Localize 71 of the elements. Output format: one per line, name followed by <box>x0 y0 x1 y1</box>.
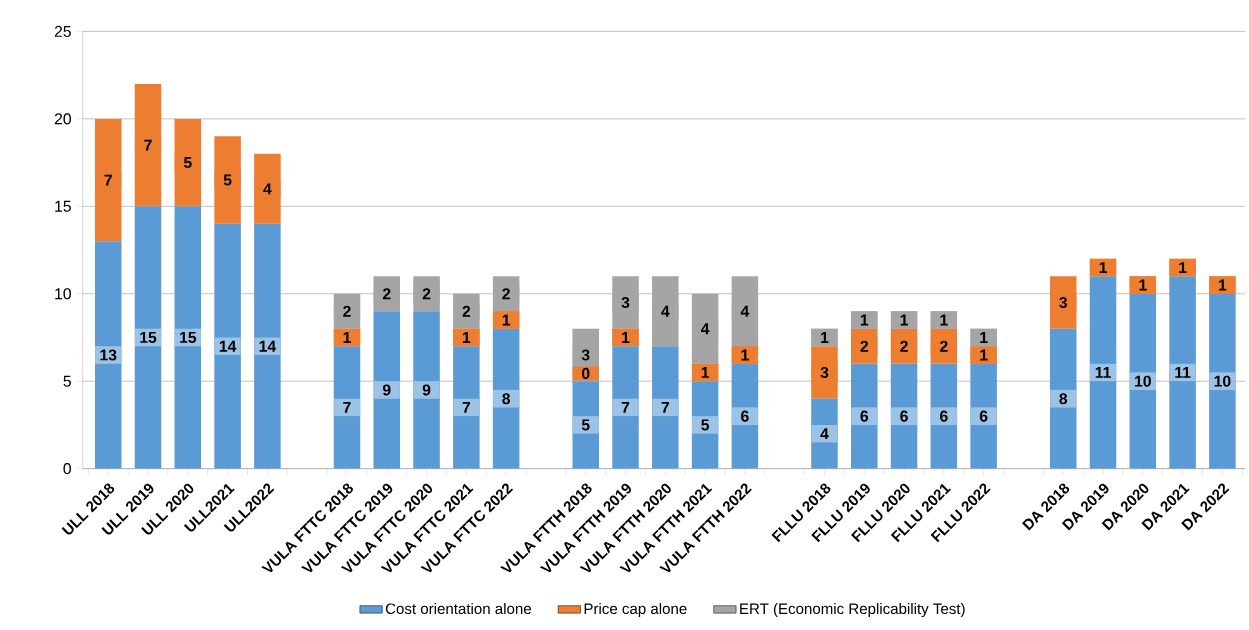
data-label: 8 <box>502 393 511 405</box>
data-label: 5 <box>701 419 710 431</box>
data-label: 6 <box>900 410 908 422</box>
data-label: 4 <box>661 305 670 317</box>
data-label: 1 <box>701 367 710 378</box>
data-label: 1 <box>1219 279 1227 291</box>
data-label: 1 <box>1179 262 1187 274</box>
data-label: 2 <box>343 305 351 317</box>
data-label: 11 <box>1095 367 1111 378</box>
data-label: 13 <box>100 349 117 361</box>
data-label: 4 <box>700 323 710 335</box>
data-label: 7 <box>343 402 351 413</box>
data-label: 7 <box>621 402 630 413</box>
data-label: 4 <box>740 305 750 317</box>
data-label: 1 <box>980 332 988 343</box>
data-label: 6 <box>741 410 749 422</box>
data-label: 5 <box>183 157 192 169</box>
data-label: 1 <box>980 349 988 361</box>
data-label: 15 <box>140 332 157 344</box>
data-label: 7 <box>462 402 471 413</box>
data-label: 1 <box>343 332 351 343</box>
y-tick-label: 25 <box>54 25 71 38</box>
data-label: 2 <box>940 340 948 352</box>
data-label: 0 <box>581 367 590 380</box>
data-label: 2 <box>382 288 391 300</box>
data-label: 1 <box>860 314 869 326</box>
y-tick-label: 0 <box>63 463 71 475</box>
data-label: 2 <box>502 288 510 300</box>
data-label: 1 <box>622 332 630 343</box>
data-label: 10 <box>1214 375 1231 387</box>
y-tick-label: 15 <box>55 200 71 212</box>
data-label: 4 <box>263 183 272 195</box>
data-label: 5 <box>223 174 232 186</box>
data-label: 4 <box>820 428 829 440</box>
data-label: 9 <box>422 384 431 396</box>
y-tick-label: 10 <box>55 288 71 300</box>
legend-label: Price cap alone <box>584 603 687 618</box>
data-label: 1 <box>821 332 829 343</box>
data-label: 1 <box>502 314 511 326</box>
data-label: 2 <box>422 288 431 300</box>
data-label: 3 <box>621 297 630 309</box>
data-label: 1 <box>940 314 948 326</box>
data-label: 2 <box>462 305 471 317</box>
data-label: 2 <box>860 340 869 352</box>
data-label: 3 <box>820 367 829 379</box>
data-label: 10 <box>1135 375 1151 387</box>
data-label: 1 <box>741 349 749 361</box>
data-label: 7 <box>104 174 112 186</box>
legend-label: ERT (Economic Replicability Test) <box>740 603 965 618</box>
data-label: 6 <box>979 410 988 422</box>
data-label: 1 <box>1099 262 1107 274</box>
data-label: 7 <box>144 139 152 151</box>
data-label: 6 <box>940 410 948 422</box>
data-label: 5 <box>581 419 590 431</box>
data-label: 6 <box>860 410 869 422</box>
legend-label: Cost orientation alone <box>385 603 531 615</box>
data-label: 14 <box>259 340 277 352</box>
data-label: 1 <box>462 332 471 343</box>
data-label: 8 <box>1059 393 1068 405</box>
data-label: 11 <box>1175 367 1191 378</box>
data-label: 7 <box>661 402 669 413</box>
data-label: 3 <box>581 349 590 361</box>
data-label: 9 <box>382 384 391 396</box>
data-label: 15 <box>180 332 197 344</box>
data-label: 14 <box>219 340 237 352</box>
y-tick-label: 20 <box>54 113 71 125</box>
data-label: 2 <box>900 340 908 352</box>
data-label: 1 <box>1139 279 1147 291</box>
data-label: 1 <box>900 314 908 326</box>
y-tick-label: 5 <box>63 375 71 387</box>
data-label: 3 <box>1059 297 1068 309</box>
